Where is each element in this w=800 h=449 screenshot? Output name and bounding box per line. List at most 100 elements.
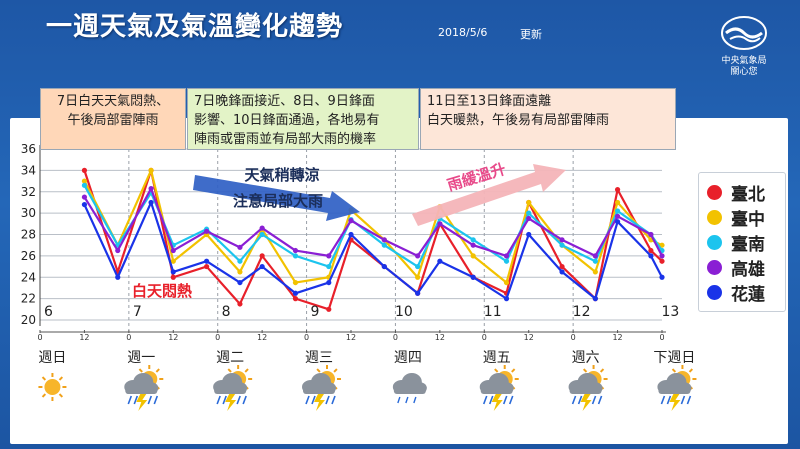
cloudy-icon (392, 373, 427, 404)
rain-drop (242, 395, 247, 405)
data-point (415, 253, 421, 259)
data-point (648, 247, 654, 254)
rain-drop (591, 395, 597, 405)
y-tick-label: 22 (21, 292, 36, 306)
annotation-2-line-3: 陣雨或雷雨並有局部大雨的機率 (194, 132, 377, 147)
data-point (526, 199, 532, 206)
cloud-base (658, 387, 691, 394)
legend-label-tainan: 臺南 (731, 234, 765, 255)
lightning-bolt (314, 394, 325, 411)
rain-drop (660, 395, 666, 405)
rain-drop (397, 396, 401, 404)
sun-ray (227, 368, 232, 373)
data-point (659, 242, 665, 248)
legend-item-hualien: 花蓮 (707, 281, 765, 305)
y-tick-label: 20 (21, 313, 36, 327)
day-label: 週二 (216, 350, 244, 366)
sun-ray (599, 368, 605, 373)
thunderstorm-icon (213, 365, 253, 411)
data-point (292, 253, 299, 259)
date-label: 9 (311, 304, 320, 320)
sun-ray (494, 368, 499, 373)
legend-label-hualien: 花蓮 (731, 284, 765, 305)
lightning-bolt (580, 394, 592, 411)
data-point (326, 263, 332, 270)
rain-drop (686, 395, 692, 405)
data-point (259, 225, 265, 231)
data-point (81, 201, 88, 208)
data-point (503, 253, 510, 259)
x-hour-tick-label: 12 (257, 333, 267, 342)
legend-dot-taichung (707, 209, 722, 225)
legend: 臺北 臺中 臺南 高雄 花蓮 (698, 172, 786, 312)
x-hour-tick-label: 12 (612, 333, 622, 342)
update-label: 更新 (520, 28, 542, 41)
date-label: 6 (44, 304, 53, 320)
data-point (81, 182, 88, 188)
sun-ray (41, 393, 47, 398)
y-tick-label: 26 (21, 249, 36, 263)
sun-ray (333, 368, 338, 373)
day-label: 週三 (305, 350, 333, 366)
data-point (237, 258, 243, 264)
data-point (415, 274, 421, 280)
data-point (614, 208, 621, 214)
rain-drop (216, 395, 221, 405)
cooling-arrow (193, 175, 360, 221)
x-hour-tick-label: 0 (215, 333, 220, 342)
logo-text-2: 關心您 (730, 67, 758, 77)
data-point (559, 263, 565, 270)
data-point (170, 258, 176, 264)
data-point (170, 247, 176, 254)
data-point (503, 258, 510, 264)
y-tick-label: 34 (21, 163, 36, 177)
data-point (259, 263, 265, 270)
lightning-bolt (136, 394, 148, 411)
annotation-1-line-2: 午後局部雷陣雨 (67, 113, 159, 128)
thunderstorm-icon (568, 365, 608, 411)
x-hour-tick-label: 12 (168, 333, 178, 342)
rain-drop (311, 395, 316, 405)
cloud-base (214, 387, 247, 394)
data-point (81, 194, 88, 200)
data-point (648, 231, 654, 238)
x-hour-tick-label: 0 (126, 333, 131, 342)
data-point (170, 274, 176, 280)
day-label: 週六 (572, 350, 600, 366)
data-point (559, 242, 565, 248)
annotation-2-line-1: 7日晚鋒面接近、8日、9日鋒面 (194, 94, 375, 109)
day-label: 週四 (394, 350, 422, 366)
sun-ray (316, 368, 321, 373)
annotation-box-2: 7日晚鋒面接近、8日、9日鋒面 影響、10日鋒面通過，各地易有 陣雨或雷雨並有局… (187, 88, 419, 150)
rain-drop (666, 395, 672, 405)
cloud-base (125, 387, 158, 394)
y-tick-label: 30 (21, 206, 36, 220)
data-point (259, 253, 265, 259)
rain-label: 注意局部大雨 (233, 192, 323, 210)
rain-drop (236, 395, 241, 405)
x-hour-tick-label: 0 (37, 333, 42, 342)
rain-drop (413, 396, 417, 404)
data-point (115, 274, 121, 280)
data-point (237, 279, 243, 286)
annotation-2-line-2: 影響、10日鋒面通過，各地易有 (194, 113, 380, 128)
day-label: 週五 (483, 350, 511, 366)
data-point (292, 296, 299, 302)
rain-drop (331, 395, 336, 405)
x-hour-tick-label: 12 (79, 333, 89, 342)
data-point (148, 199, 154, 206)
data-point (326, 279, 332, 286)
data-point (115, 247, 121, 254)
lightning-bolt (669, 394, 681, 411)
legend-label-kaohsiung: 高雄 (731, 259, 765, 280)
page-title: 一週天氣及氣溫變化趨勢 (46, 12, 344, 42)
sun-ray (58, 393, 64, 398)
rain-drop (222, 395, 227, 405)
data-point (348, 231, 354, 238)
data-point (559, 237, 565, 243)
data-point (381, 263, 387, 270)
data-point (381, 237, 387, 243)
x-hour-tick-label: 12 (524, 333, 534, 342)
cloud-base (569, 387, 602, 394)
rain-drop (127, 395, 133, 405)
